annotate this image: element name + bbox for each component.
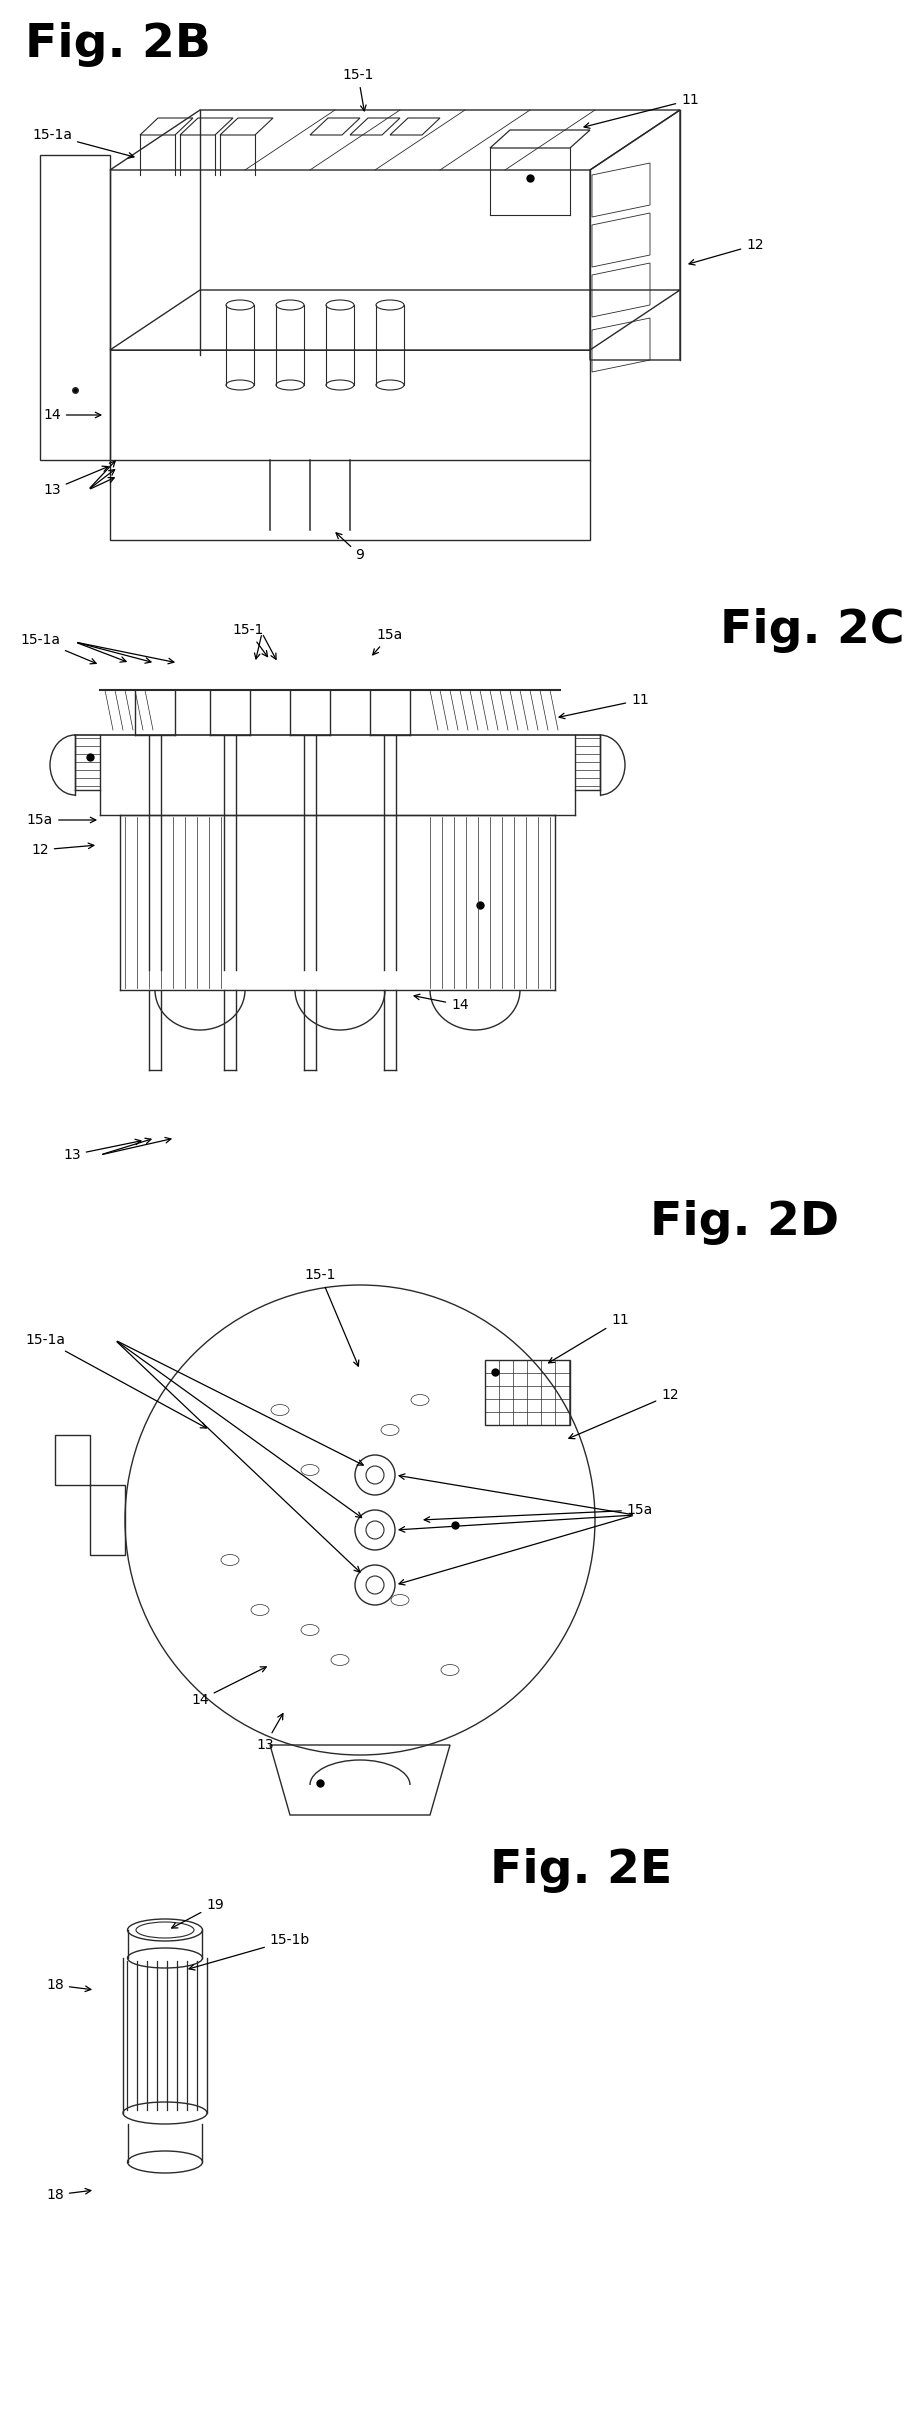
- Text: 15-1a: 15-1a: [20, 632, 96, 664]
- Text: 12: 12: [569, 1387, 679, 1438]
- Text: Fig. 2B: Fig. 2B: [25, 22, 211, 68]
- Text: 15-1a: 15-1a: [25, 1332, 206, 1428]
- Text: 13: 13: [63, 1139, 141, 1163]
- Text: 12: 12: [31, 842, 94, 857]
- Text: 13: 13: [256, 1713, 283, 1752]
- Text: 15-1: 15-1: [342, 68, 374, 111]
- Text: 15-1a: 15-1a: [32, 128, 134, 159]
- Text: 19: 19: [171, 1899, 224, 1928]
- Text: 11: 11: [548, 1313, 629, 1363]
- Text: 11: 11: [559, 693, 649, 719]
- Text: 15-1: 15-1: [232, 623, 268, 656]
- Text: 15a: 15a: [372, 627, 403, 654]
- Text: 15-1b: 15-1b: [189, 1933, 310, 1969]
- Text: Fig. 2D: Fig. 2D: [650, 1199, 839, 1245]
- Text: 14: 14: [43, 408, 101, 422]
- Text: 12: 12: [689, 239, 764, 265]
- Text: Fig. 2C: Fig. 2C: [720, 608, 905, 654]
- Text: Fig. 2E: Fig. 2E: [490, 1848, 672, 1894]
- Text: 18: 18: [46, 2189, 91, 2203]
- Text: 14: 14: [414, 994, 469, 1011]
- Text: 18: 18: [46, 1979, 91, 1993]
- Text: 15a: 15a: [425, 1503, 653, 1523]
- Text: 15-1: 15-1: [304, 1267, 359, 1366]
- Bar: [485, 1361, 570, 1426]
- Text: 14: 14: [191, 1667, 266, 1706]
- Text: 15a: 15a: [27, 813, 95, 828]
- Text: 9: 9: [336, 533, 364, 562]
- Text: 13: 13: [43, 466, 108, 497]
- Text: 11: 11: [584, 94, 699, 128]
